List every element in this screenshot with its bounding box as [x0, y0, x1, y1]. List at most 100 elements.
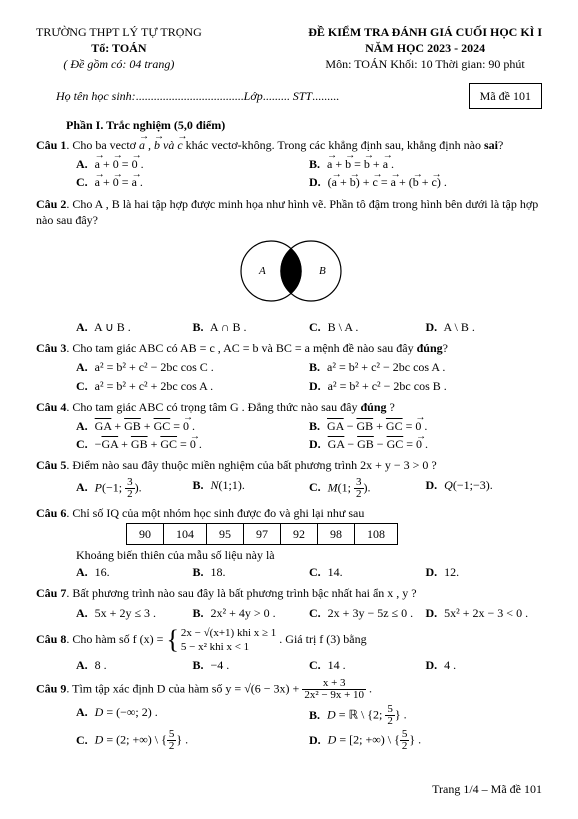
q5-options: A. P(−1; 32). B. N(1;1). C. M(1; 32). D.…	[76, 476, 542, 501]
q8-opt-d: D. 4 .	[426, 656, 543, 674]
class-label: Lớp	[244, 88, 263, 104]
question-5: Câu 5. Điểm nào sau đây thuộc miền nghiệ…	[36, 457, 542, 473]
q3-opt-b: B. a² = b² + c² − 2bc cos A .	[309, 358, 542, 376]
venn-label-a: A	[258, 265, 266, 277]
q3-opt-c: C. a² = b² + c² + 2bc cos A .	[76, 377, 309, 395]
q8-opt-b: B. −4 .	[193, 656, 310, 674]
exam-code-box: Mã đề 101	[469, 83, 542, 109]
iq-cell: 90	[127, 523, 164, 544]
q5-opt-c: C. M(1; 32).	[309, 476, 426, 501]
question-7: Câu 7. Bất phương trình nào sau đây là b…	[36, 585, 542, 601]
q9-opt-d: D. D = [2; +∞) \ {52} .	[309, 728, 542, 753]
stt-dots: .........	[312, 88, 339, 104]
q7-opt-c: C. 2x + 3y − 5z ≤ 0 .	[309, 604, 426, 622]
q5-opt-b: B. N(1;1).	[193, 476, 310, 501]
question-6: Câu 6. Chỉ số IQ của một nhóm học sinh đ…	[36, 505, 542, 521]
q4-label: Câu 4	[36, 400, 66, 414]
name-label: Họ tên học sinh:	[56, 88, 136, 104]
pages-note: ( Đề gồm có: 04 trang)	[36, 56, 202, 72]
q6-subtext: Khoảng biến thiên của mẫu số liệu này là	[76, 547, 542, 563]
q6-options: A. 16. B. 18. C. 14. D. 12.	[76, 563, 542, 581]
q9-options: A. D = (−∞; 2) . B. D = ℝ \ {2; 52} . C.…	[76, 703, 542, 753]
q3-text: . Cho tam giác ABC có AB = c , AC = b và…	[66, 341, 416, 355]
q7-opt-a: A. 5x + 2y ≤ 3 .	[76, 604, 193, 622]
section-1-title: Phần I. Trắc nghiệm (5,0 điểm)	[66, 117, 542, 133]
header-left: TRƯỜNG THPT LÝ TỰ TRỌNG Tổ: TOÁN ( Đề gồ…	[36, 24, 202, 73]
q8-text-2: . Giá trị f (3) bằng	[279, 632, 366, 646]
stt-label: STT	[293, 88, 312, 104]
q8-text-1: . Cho hàm số f (x) =	[66, 632, 166, 646]
q9-fraction: x + 32x² − 9x + 10	[302, 678, 366, 701]
group-name: Tổ: TOÁN	[36, 40, 202, 56]
q2-label: Câu 2	[36, 197, 66, 211]
piecewise-function: { 2x − √(x+1) khi x ≥ 1 5 − x² khi x < 1	[166, 626, 276, 655]
page-footer: Trang 1/4 – Mã đề 101	[36, 781, 542, 797]
q3-options: A. a² = b² + c² − 2bc cos C . B. a² = b²…	[76, 358, 542, 394]
q1-opt-a: A. a + 0 = 0 .	[76, 155, 309, 173]
question-8: Câu 8. Cho hàm số f (x) = { 2x − √(x+1) …	[36, 626, 542, 655]
q9-dot: .	[369, 682, 372, 696]
iq-table: 90 104 95 97 92 98 108	[126, 523, 398, 545]
q8-options: A. 8 . B. −4 . C. 14 . D. 4 .	[76, 656, 542, 674]
q7-label: Câu 7	[36, 586, 66, 600]
q6-opt-d: D. 12.	[426, 563, 543, 581]
q6-text: . Chỉ số IQ của một nhóm học sinh được đ…	[66, 506, 364, 520]
piecewise-case-2: 5 − x² khi x < 1	[181, 640, 276, 654]
q6-opt-a: A. 16.	[76, 563, 193, 581]
q2-opt-c: C. B \ A .	[309, 318, 426, 336]
q2-opt-b: B. A ∩ B .	[193, 318, 310, 336]
q3-opt-d: D. a² = b² + c² − 2bc cos B .	[309, 377, 542, 395]
q9-opt-c: C. D = (2; +∞) \ {52} .	[76, 728, 309, 753]
q4-qmark: ?	[387, 400, 395, 414]
q4-dung: đúng	[360, 400, 386, 414]
iq-cell: 108	[355, 523, 398, 544]
q7-options: A. 5x + 2y ≤ 3 . B. 2x² + 4y > 0 . C. 2x…	[76, 604, 542, 622]
iq-cell: 104	[164, 523, 207, 544]
q9-label: Câu 9	[36, 682, 66, 696]
q1-opt-b: B. a + b = b + a .	[309, 155, 542, 173]
class-dots: .........	[263, 88, 290, 104]
subject-line: Môn: TOÁN Khối: 10 Thời gian: 90 phút	[308, 56, 542, 72]
question-3: Câu 3. Cho tam giác ABC có AB = c , AC =…	[36, 340, 542, 356]
q3-opt-a: A. a² = b² + c² − 2bc cos C .	[76, 358, 309, 376]
q7-opt-b: B. 2x² + 4y > 0 .	[193, 604, 310, 622]
q7-opt-d: D. 5x² + 2x − 3 < 0 .	[426, 604, 543, 622]
q4-opt-d: D. GA − GB − GC = 0 .	[309, 435, 542, 453]
q5-opt-d: D. Q(−1;−3).	[426, 476, 543, 501]
q1-vectors: a , b và c	[139, 138, 183, 152]
q1-opt-c: C. a + 0 = a .	[76, 173, 309, 191]
q1-sai: sai	[484, 138, 498, 152]
q8-opt-c: C. 14 .	[309, 656, 426, 674]
q1-label: Câu 1	[36, 138, 66, 152]
question-2: Câu 2. Cho A , B là hai tập hợp được min…	[36, 196, 542, 228]
school-year: NĂM HỌC 2023 - 2024	[308, 40, 542, 56]
q3-dung: đúng	[417, 341, 443, 355]
exam-title: ĐỀ KIỂM TRA ĐÁNH GIÁ CUỐI HỌC KÌ I	[308, 24, 542, 40]
piecewise-case-1: 2x − √(x+1) khi x ≥ 1	[181, 626, 276, 640]
header-right: ĐỀ KIỂM TRA ĐÁNH GIÁ CUỐI HỌC KÌ I NĂM H…	[308, 24, 542, 73]
question-9: Câu 9. Tìm tập xác định D của hàm số y =…	[36, 678, 542, 701]
q3-qmark: ?	[443, 341, 448, 355]
q1-qmark: ?	[498, 138, 503, 152]
q6-label: Câu 6	[36, 506, 66, 520]
student-line: Họ tên học sinh: .......................…	[56, 83, 542, 109]
q6-opt-b: B. 18.	[193, 563, 310, 581]
q4-text: . Cho tam giác ABC có trọng tâm G . Đẳng…	[66, 400, 360, 414]
q6-opt-c: C. 14.	[309, 563, 426, 581]
iq-cell: 98	[318, 523, 355, 544]
q9-opt-a: A. D = (−∞; 2) .	[76, 703, 309, 728]
venn-svg: A B	[219, 234, 359, 308]
q9-opt-b: B. D = ℝ \ {2; 52} .	[309, 703, 542, 728]
q2-text: . Cho A , B là hai tập hợp được minh họa…	[36, 197, 538, 227]
q5-text: . Điểm nào sau đây thuộc miền nghiệm của…	[66, 458, 436, 472]
q4-options: A. GA + GB + GC = 0 . B. GA − GB + GC = …	[76, 417, 542, 453]
q9-text: . Tìm tập xác định D của hàm số y = √(6 …	[66, 682, 302, 696]
header: TRƯỜNG THPT LÝ TỰ TRỌNG Tổ: TOÁN ( Đề gồ…	[36, 24, 542, 73]
q5-label: Câu 5	[36, 458, 66, 472]
q8-label: Câu 8	[36, 632, 66, 646]
school-name: TRƯỜNG THPT LÝ TỰ TRỌNG	[36, 24, 202, 40]
q5-opt-a: A. P(−1; 32).	[76, 476, 193, 501]
q4-opt-c: C. −GA + GB + GC = 0 .	[76, 435, 309, 453]
iq-cell: 92	[281, 523, 318, 544]
venn-diagram: A B	[36, 234, 542, 312]
